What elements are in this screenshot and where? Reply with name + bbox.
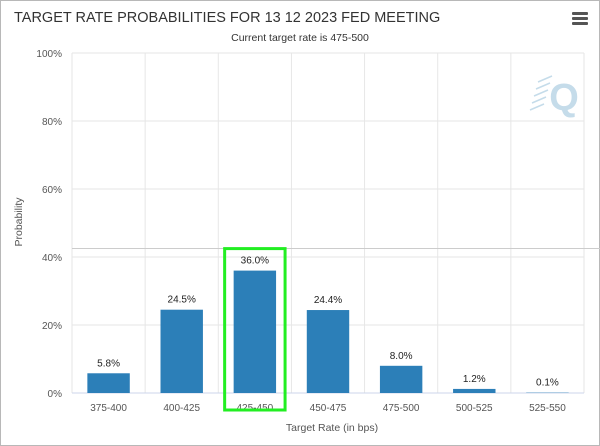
logo-stroke [531,96,547,104]
bar [379,365,423,393]
data-label: 24.4% [314,295,342,306]
data-label: 36.0% [241,256,269,267]
y-tick-label: 0% [48,389,63,400]
y-tick-label: 60% [42,185,62,196]
y-tick-label: 20% [42,321,62,332]
y-tick-label: 100% [36,49,62,60]
gridlines [71,52,600,393]
y-tick-label: 80% [42,117,62,128]
x-axis-title: Target Rate (in bps) [286,422,378,434]
data-labels: 5.8% 24.5% 36.0% 24.4% 8.0% 1.2% 0.1% [97,247,559,412]
x-tick-label: 475-500 [383,403,420,414]
data-label: 0.1% [536,378,559,389]
data-label: 5.8% [97,358,120,369]
x-tick-label: 400-425 [163,403,200,414]
quikstrike-q-logo-icon: Q [529,75,579,119]
logo-letter: Q [549,77,579,119]
logo-stroke [533,89,549,97]
y-axis-title: Probability [13,197,25,247]
highlight-box [223,247,287,412]
hamburger-menu-icon[interactable] [572,12,588,26]
chart-subtitle: Current target rate is 475-500 [231,32,369,44]
bar [453,388,496,393]
data-label: 1.2% [463,374,486,385]
logo-stroke [529,103,545,111]
bar [233,270,277,393]
x-tick-label: 375-400 [90,403,127,414]
bar [87,373,130,393]
x-tick-label: 450-475 [310,403,347,414]
y-tick-label: 40% [42,253,62,264]
bars [87,270,569,393]
x-tick-label: 500-525 [456,403,493,414]
data-label: 8.0% [390,351,413,362]
logo-stroke [535,82,551,90]
bar [306,310,350,393]
x-tick-label: 525-550 [529,403,566,414]
chart-title: TARGET RATE PROBABILITIES FOR 13 12 2023… [14,10,440,26]
bar [160,309,203,393]
data-label: 24.5% [168,295,196,306]
logo-stroke [537,75,553,83]
